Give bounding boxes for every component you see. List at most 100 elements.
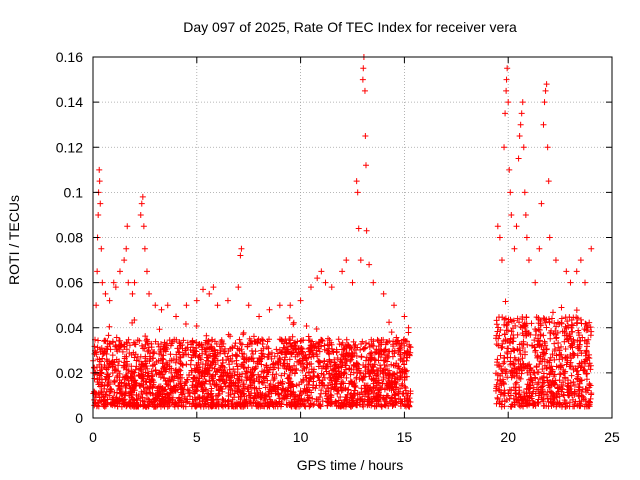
data-point (278, 372, 285, 379)
y-tick-label: 0.1 (64, 184, 84, 200)
data-point (567, 279, 574, 286)
data-point (380, 376, 387, 383)
data-point (113, 374, 120, 381)
data-point (106, 381, 113, 388)
data-point (367, 370, 374, 377)
data-point (506, 339, 513, 346)
data-point (139, 394, 146, 401)
data-point (303, 364, 310, 371)
data-point (549, 377, 556, 384)
data-point (576, 360, 583, 367)
data-point (558, 403, 565, 410)
data-point (286, 356, 293, 363)
data-point (587, 395, 594, 402)
data-point (571, 403, 578, 410)
data-point (302, 403, 309, 410)
data-point (335, 368, 342, 375)
data-point (143, 337, 150, 344)
data-point (181, 395, 188, 402)
data-point (557, 364, 564, 371)
data-point (547, 354, 554, 361)
data-point (266, 336, 273, 343)
data-point (328, 345, 335, 352)
data-point (238, 346, 245, 353)
data-point (494, 359, 501, 366)
data-point (102, 391, 109, 398)
data-point (343, 257, 350, 264)
data-point (91, 402, 98, 409)
data-point (98, 345, 105, 352)
data-point (357, 369, 364, 376)
data-point (293, 349, 300, 356)
data-point (514, 331, 521, 338)
data-point (158, 306, 165, 313)
data-point (262, 384, 269, 391)
data-point (212, 393, 219, 400)
data-point (583, 376, 590, 383)
data-point (136, 358, 143, 365)
data-point (401, 313, 408, 320)
data-point (327, 391, 334, 398)
data-point (197, 356, 204, 363)
data-point (229, 396, 236, 403)
data-point (494, 394, 501, 401)
data-point (353, 375, 360, 382)
data-point (494, 395, 501, 402)
data-point (113, 356, 120, 363)
data-point (355, 361, 362, 368)
data-point (498, 257, 505, 264)
data-point (586, 355, 593, 362)
data-point (265, 351, 272, 358)
data-point (546, 371, 553, 378)
data-point (386, 367, 393, 374)
data-point (185, 372, 192, 379)
data-point (209, 336, 216, 343)
data-point (240, 381, 247, 388)
data-point (501, 144, 508, 151)
data-point (401, 350, 408, 357)
data-point (296, 403, 303, 410)
data-point (130, 373, 137, 380)
data-point (171, 373, 178, 380)
data-point (383, 339, 390, 346)
data-point (133, 380, 140, 387)
data-point (106, 360, 113, 367)
data-point (258, 361, 265, 368)
data-point (248, 372, 255, 379)
data-point (297, 297, 304, 304)
data-point (349, 394, 356, 401)
data-point (265, 345, 272, 352)
data-point (271, 375, 278, 382)
data-point (338, 381, 345, 388)
data-point (217, 364, 224, 371)
data-point (240, 329, 247, 336)
data-point (302, 397, 309, 404)
data-point (399, 390, 406, 397)
data-point (520, 144, 527, 151)
data-point (232, 340, 239, 347)
data-point (158, 351, 165, 358)
data-point (183, 378, 190, 385)
data-point (588, 328, 595, 335)
data-point (579, 393, 586, 400)
data-point (183, 302, 190, 309)
data-point (508, 211, 515, 218)
data-point (118, 403, 125, 410)
data-point (191, 347, 198, 354)
data-point (289, 333, 296, 340)
data-point (278, 349, 285, 356)
data-point (322, 390, 329, 397)
data-point (520, 395, 527, 402)
data-point (510, 384, 517, 391)
data-point (187, 361, 194, 368)
data-point (254, 403, 261, 410)
data-point (137, 366, 144, 373)
data-point (244, 402, 251, 409)
data-point (152, 302, 159, 309)
data-point (166, 363, 173, 370)
data-point (539, 366, 546, 373)
data-point (306, 387, 313, 394)
data-point (267, 386, 274, 393)
data-point (510, 347, 517, 354)
chart-title: Day 097 of 2025, Rate Of TEC Index for r… (183, 19, 517, 35)
